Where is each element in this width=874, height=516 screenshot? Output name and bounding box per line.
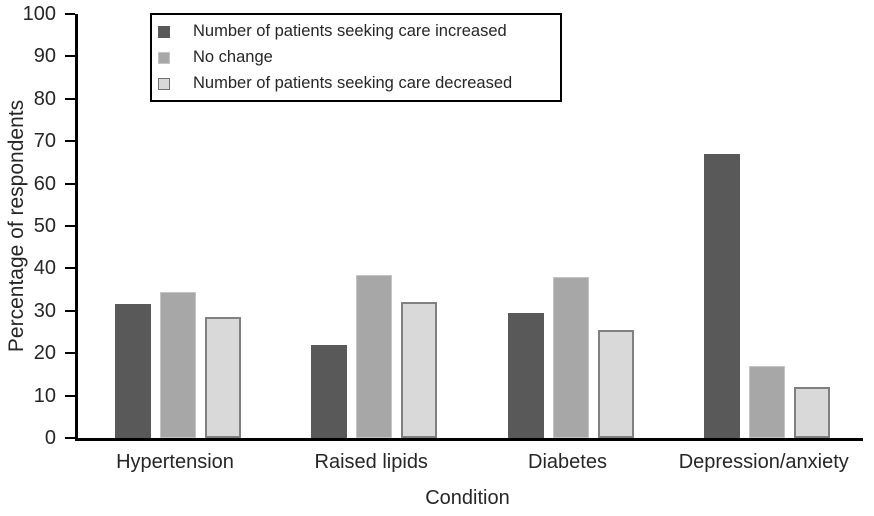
- legend-swatch-increased: [158, 25, 170, 38]
- x-category-label: Raised lipids: [314, 451, 428, 473]
- y-tick-label: 60: [33, 172, 56, 195]
- bar-depression-anxiety-series-0: [703, 153, 740, 438]
- legend-label-no-change: No change: [193, 48, 273, 66]
- y-tick-label: 0: [44, 427, 56, 449]
- y-tick-mark: [65, 140, 75, 143]
- x-category-label: Depression/anxiety: [678, 451, 849, 473]
- legend-label-decreased: Number of patients seeking care decrease…: [193, 74, 513, 92]
- bar-hypertension-series-1: [160, 291, 196, 438]
- legend-label-increased: Number of patients seeking care increase…: [193, 22, 507, 40]
- legend-item-decreased: Number of patients seeking care decrease…: [158, 74, 560, 93]
- y-tick-label: 10: [33, 384, 56, 407]
- x-category-label: Hypertension: [116, 451, 234, 473]
- legend-swatch-decreased: [158, 77, 170, 90]
- x-category-label: Diabetes: [528, 451, 607, 473]
- y-tick-label: 80: [33, 87, 56, 110]
- bar-diabetes-series-0: [507, 312, 544, 438]
- y-tick-label: 100: [22, 3, 56, 25]
- y-tick-label: 70: [33, 130, 56, 153]
- y-tick-mark: [65, 13, 75, 15]
- bar-depression-anxiety-series-1: [748, 365, 785, 438]
- y-tick-mark: [65, 394, 75, 397]
- y-tick-mark: [65, 309, 75, 312]
- y-tick-mark: [65, 352, 75, 355]
- y-tick-mark: [65, 97, 75, 100]
- y-tick-mark: [65, 437, 75, 439]
- bar-diabetes-series-1: [552, 276, 589, 438]
- legend: Number of patients seeking care increase…: [150, 13, 562, 102]
- y-tick-mark: [65, 225, 75, 227]
- legend-swatch-no-change: [158, 51, 170, 64]
- y-tick-label: 30: [33, 299, 56, 322]
- y-tick-label: 40: [33, 257, 56, 280]
- bar-raised-lipids-series-2: [401, 302, 438, 438]
- legend-item-increased: Number of patients seeking care increase…: [158, 22, 560, 41]
- plot-area: [65, 13, 863, 441]
- bar-raised-lipids-series-0: [311, 344, 348, 438]
- x-axis-title: Condition: [425, 487, 510, 509]
- bar-raised-lipids-series-1: [356, 274, 393, 438]
- y-tick-label: 20: [33, 342, 56, 365]
- legend-item-no-change: No change: [158, 48, 560, 67]
- bar-hypertension-series-0: [115, 304, 151, 438]
- y-tick-mark: [65, 182, 75, 185]
- bar-diabetes-series-2: [597, 329, 634, 438]
- y-tick-label: 50: [33, 215, 56, 237]
- y-tick-label: 90: [33, 45, 56, 68]
- y-tick-mark: [65, 55, 75, 58]
- bar-depression-anxiety-series-2: [793, 387, 830, 438]
- y-tick-mark: [65, 267, 75, 270]
- bar-hypertension-series-2: [205, 317, 241, 438]
